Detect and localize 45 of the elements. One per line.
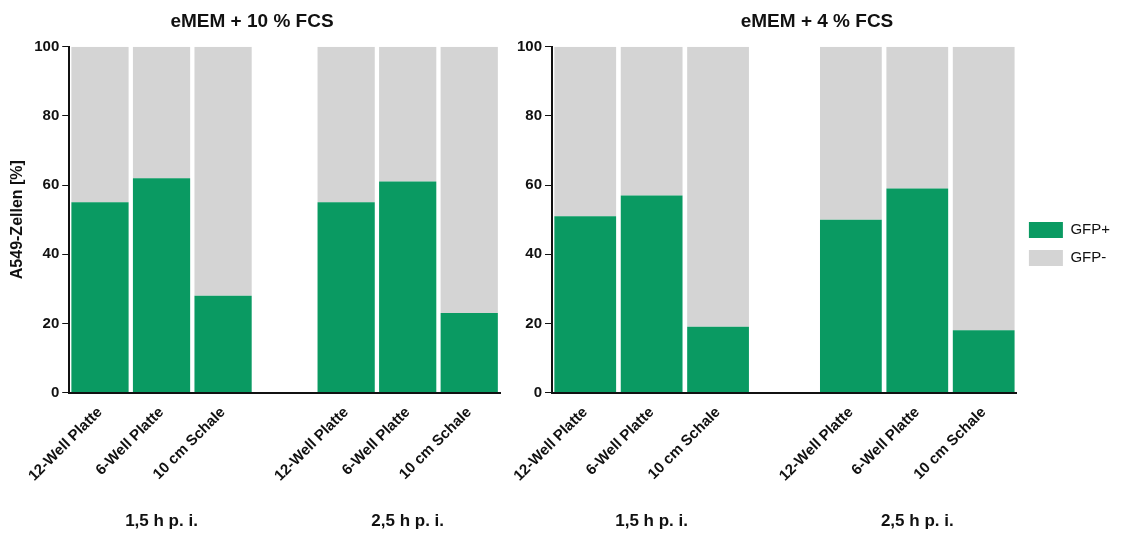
bar bbox=[440, 312, 498, 392]
bar bbox=[620, 46, 683, 196]
bar bbox=[886, 46, 949, 189]
bar bbox=[952, 330, 1015, 392]
chart-title: eMEM + 4 % FCS bbox=[740, 9, 894, 31]
text: 2,5 h p. i. bbox=[880, 510, 954, 530]
bar bbox=[687, 46, 749, 327]
bar bbox=[886, 188, 949, 392]
bar bbox=[317, 202, 375, 392]
bar bbox=[687, 326, 749, 392]
bar bbox=[379, 46, 437, 182]
bar bbox=[554, 46, 617, 217]
bar bbox=[554, 216, 617, 392]
y-tick-label: 80 bbox=[525, 106, 543, 124]
y-tick-label: 20 bbox=[525, 313, 543, 331]
y-tick-label: 0 bbox=[50, 382, 60, 400]
y-tick-label: 20 bbox=[42, 313, 60, 331]
bar bbox=[132, 178, 191, 392]
bar bbox=[194, 46, 252, 296]
bar bbox=[440, 46, 498, 313]
bar bbox=[620, 195, 683, 392]
y-tick-label: 40 bbox=[42, 244, 60, 262]
y-tick-label: 60 bbox=[525, 175, 543, 193]
text: 1,5 h p. i. bbox=[125, 510, 198, 530]
legend-label: GFP- bbox=[1070, 248, 1107, 266]
legend-label: GFP+ bbox=[1070, 220, 1111, 238]
y-tick-label: 40 bbox=[525, 244, 543, 262]
chart-title: eMEM + 10 % FCS bbox=[170, 9, 334, 31]
bar bbox=[379, 181, 437, 392]
text: 1,5 h p. i. bbox=[615, 510, 689, 530]
y-tick-label: 100 bbox=[34, 36, 60, 54]
y-tick-label: 80 bbox=[42, 106, 60, 124]
bar bbox=[820, 219, 882, 392]
y-tick-label: 60 bbox=[42, 175, 60, 193]
y-tick-label: 100 bbox=[517, 36, 543, 54]
y-axis-title: A549-Zellen [%] bbox=[8, 160, 26, 280]
text: 2,5 h p. i. bbox=[371, 510, 445, 530]
y-tick-label: 0 bbox=[533, 382, 543, 400]
bar bbox=[194, 295, 252, 392]
bar bbox=[71, 202, 129, 392]
bar bbox=[71, 46, 129, 203]
bar bbox=[820, 46, 882, 220]
bar bbox=[952, 46, 1015, 331]
bar bbox=[132, 46, 191, 179]
bar bbox=[317, 46, 375, 203]
